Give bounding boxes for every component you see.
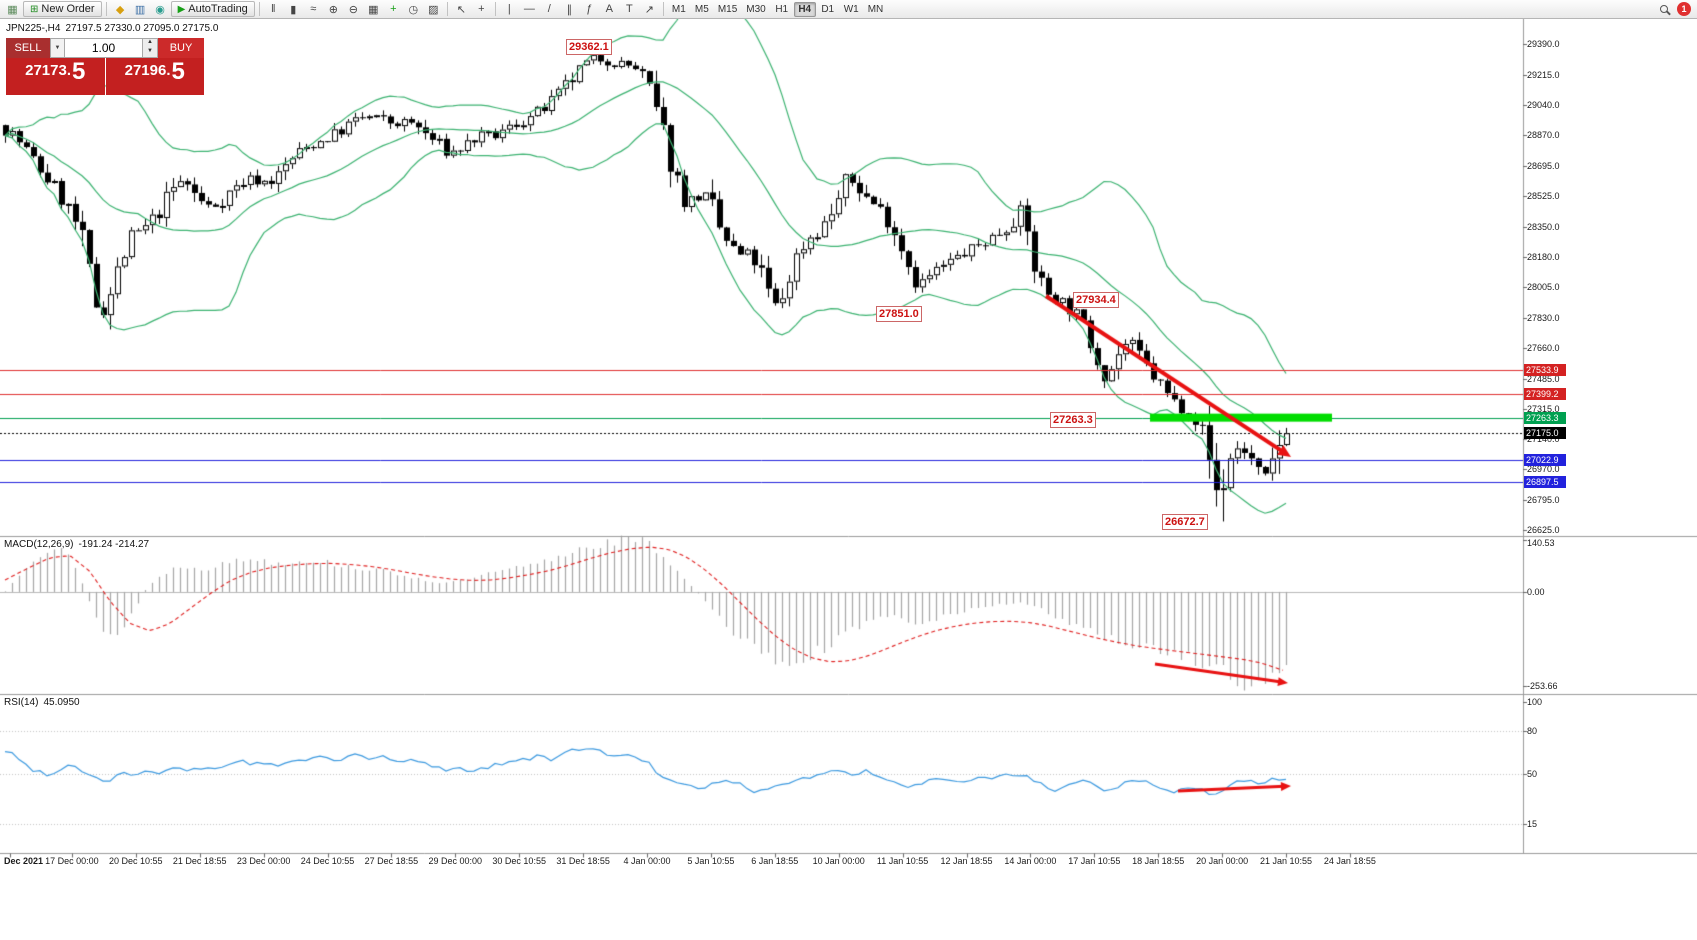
sell-button[interactable]: SELL bbox=[6, 38, 50, 58]
timeframe-m5-button[interactable]: M5 bbox=[694, 3, 709, 15]
cursor-icon[interactable]: ↖ bbox=[456, 3, 466, 16]
magnifier-glyph bbox=[1659, 5, 1668, 13]
toolbar: ▦ ⊞ New Order ◆ ▥ ◉ ▶ AutoTrading ‖ ▮ ≈ ⊕ ⊖ ▦ + ◷ ▨ ↖ + | — /… bbox=[0, 0, 1697, 19]
buy-price-big-digit: 5 bbox=[171, 58, 185, 85]
timeframe-h1-button[interactable]: H1 bbox=[775, 3, 789, 15]
tile-windows-icon[interactable]: ▦ bbox=[368, 3, 379, 16]
expert-advisors-icon[interactable]: ◆ bbox=[115, 3, 125, 16]
line-chart-icon[interactable]: ≈ bbox=[310, 3, 317, 15]
toolbar-separator bbox=[105, 2, 107, 16]
rsi-indicator-label: RSI(14) 45.0950 bbox=[4, 697, 85, 708]
symbol-ohlc: 27197.5 27330.0 27095.0 27175.0 bbox=[65, 23, 219, 34]
chart-canvas[interactable] bbox=[0, 19, 1697, 940]
toolbar-separator bbox=[494, 2, 496, 16]
new-order-icon: ⊞ bbox=[30, 3, 39, 15]
vertical-line-icon[interactable]: | bbox=[507, 3, 511, 15]
rsi-value: 45.0950 bbox=[43, 697, 80, 708]
timeframe-m30-button[interactable]: M30 bbox=[746, 3, 766, 15]
symbol-name: JPN225-,H4 bbox=[6, 23, 61, 34]
toolbar-separator bbox=[662, 2, 664, 16]
text-icon[interactable]: A bbox=[605, 3, 613, 15]
autotrading-play-icon: ▶ bbox=[177, 3, 186, 15]
volume-spin-down-icon[interactable]: ▼ bbox=[147, 48, 153, 54]
chart-window-icon[interactable]: ▦ bbox=[7, 3, 18, 16]
volume-dropdown-caret-icon[interactable]: ▼ bbox=[50, 38, 65, 58]
new-order-button[interactable]: ⊞ New Order bbox=[23, 1, 102, 17]
new-order-button-label: New Order bbox=[41, 3, 95, 15]
buy-button[interactable]: BUY bbox=[158, 38, 204, 58]
autotrading-button[interactable]: ▶ AutoTrading bbox=[170, 1, 255, 17]
indicators-icon[interactable]: + bbox=[390, 3, 397, 15]
zoom-in-icon[interactable]: ⊕ bbox=[328, 3, 338, 16]
volume-spinner[interactable]: ▲ ▼ bbox=[143, 38, 158, 58]
sell-price: 27173. bbox=[25, 62, 72, 79]
sell-price-button[interactable]: 27173. 5 bbox=[6, 58, 105, 95]
arrows-icon[interactable]: ↗ bbox=[644, 3, 654, 16]
bar-chart-icon[interactable]: ‖ bbox=[271, 3, 276, 15]
timeframe-m1-button[interactable]: M1 bbox=[671, 3, 686, 15]
text-label-icon[interactable]: T bbox=[625, 3, 633, 15]
fibonacci-icon[interactable]: ƒ bbox=[586, 3, 593, 15]
timeframe-h4-button[interactable]: H4 bbox=[793, 1, 816, 17]
timeframe-mn-button[interactable]: MN bbox=[867, 3, 884, 15]
toolbar-separator bbox=[446, 2, 448, 16]
notification-badge[interactable]: 1 bbox=[1677, 2, 1691, 16]
templates-icon[interactable]: ▨ bbox=[428, 3, 439, 16]
horizontal-line-icon[interactable]: — bbox=[523, 3, 535, 15]
buy-price-button[interactable]: 27196. 5 bbox=[105, 58, 204, 95]
chart-profile-icon[interactable]: ▥ bbox=[134, 3, 146, 16]
macd-name: MACD(12,26,9) bbox=[4, 539, 74, 550]
rsi-name: RSI(14) bbox=[4, 697, 39, 708]
toolbar-separator bbox=[258, 2, 260, 16]
buy-price: 27196. bbox=[124, 62, 171, 79]
market-watch-icon[interactable]: ◉ bbox=[155, 3, 165, 16]
one-click-trading-panel: SELL ▼ ▲ ▼ BUY 27173.5 27196.5 bbox=[6, 38, 204, 95]
autotrading-button-label: AutoTrading bbox=[188, 3, 248, 15]
volume-spin-up-icon[interactable]: ▲ bbox=[147, 39, 153, 45]
volume-input[interactable] bbox=[65, 38, 143, 58]
zoom-out-icon[interactable]: ⊖ bbox=[348, 3, 358, 16]
periods-icon[interactable]: ◷ bbox=[408, 3, 419, 16]
equidistant-channel-icon[interactable]: ∥ bbox=[566, 3, 573, 16]
sell-price-big-digit: 5 bbox=[72, 58, 86, 85]
timeframe-w1-button[interactable]: W1 bbox=[843, 3, 859, 15]
candlestick-chart-icon[interactable]: ▮ bbox=[290, 3, 297, 16]
crosshair-icon[interactable]: + bbox=[478, 3, 485, 15]
timeframe-m15-button[interactable]: M15 bbox=[717, 3, 738, 15]
search-icon[interactable] bbox=[1654, 1, 1673, 17]
macd-indicator-label: MACD(12,26,9) -191.24 -214.27 bbox=[4, 539, 154, 550]
trendline-icon[interactable]: / bbox=[547, 3, 551, 15]
chart-title: JPN225-,H4 27197.5 27330.0 27095.0 27175.… bbox=[6, 23, 223, 34]
one-click-top-row: SELL ▼ ▲ ▼ BUY bbox=[6, 38, 204, 58]
timeframe-d1-button[interactable]: D1 bbox=[821, 3, 835, 15]
one-click-price-row: 27173. 5 27196. 5 bbox=[6, 58, 204, 95]
macd-values: -191.24 -214.27 bbox=[78, 539, 150, 550]
